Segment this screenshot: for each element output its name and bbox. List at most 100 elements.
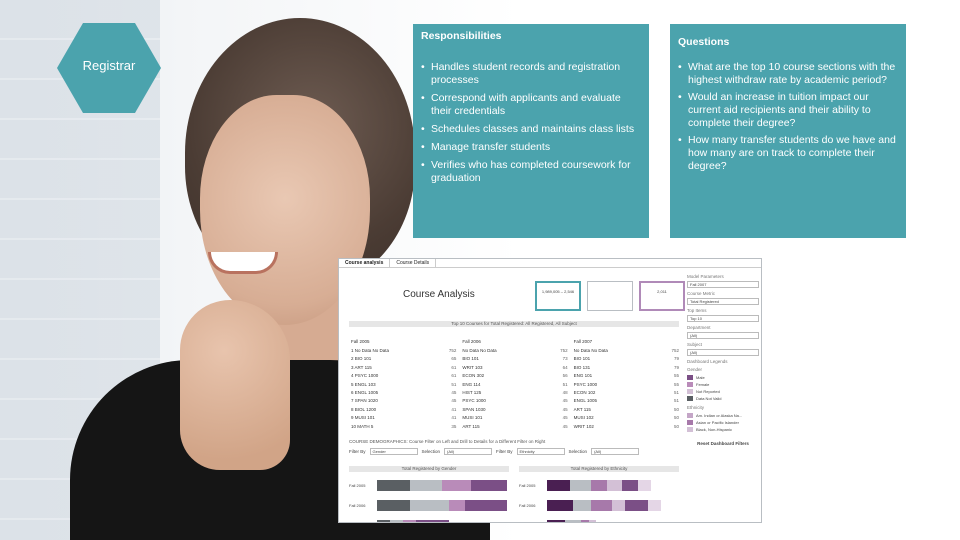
legend-item[interactable]: Male bbox=[687, 374, 759, 381]
subject-select[interactable]: (All) bbox=[687, 349, 759, 356]
bar-segment[interactable] bbox=[416, 519, 449, 522]
smile-shape bbox=[208, 252, 278, 274]
bar-segment[interactable] bbox=[648, 499, 662, 511]
legend-item[interactable]: Asian or Pacific Islander bbox=[687, 419, 759, 426]
legend-item[interactable]: Am. Indian or Alaska Na... bbox=[687, 412, 759, 419]
table-row[interactable]: BIO 101 79 bbox=[574, 355, 679, 363]
stacked-bar[interactable] bbox=[547, 499, 662, 511]
filter-by-ethnicity-select[interactable]: Ethnicity bbox=[516, 448, 565, 455]
tab-course-analysis[interactable]: Course analysis bbox=[339, 259, 391, 267]
table-row[interactable]: 2 BIO 101 65 bbox=[351, 355, 456, 363]
bar-segment[interactable] bbox=[570, 479, 592, 491]
bar-segment[interactable] bbox=[606, 479, 623, 491]
list-item: Would an increase in tuition impact our … bbox=[678, 91, 898, 130]
bar-segment[interactable] bbox=[547, 479, 571, 491]
filters-caption: COURSE DEMOGRAPHICS: Course Filter on Le… bbox=[349, 439, 546, 444]
table-row[interactable]: ART 115 45 bbox=[462, 423, 567, 431]
kpi-card[interactable]: 2,011 bbox=[639, 281, 685, 311]
bar-segment[interactable] bbox=[409, 499, 449, 511]
legend-item[interactable]: Black, Non-Hispanic bbox=[687, 426, 759, 433]
bar-segment[interactable] bbox=[591, 499, 612, 511]
table-row[interactable]: ART 115 50 bbox=[574, 406, 679, 414]
table-row[interactable]: 3 ART 115 61 bbox=[351, 364, 456, 372]
kpi-card[interactable] bbox=[587, 281, 633, 311]
bar-segment[interactable] bbox=[448, 499, 466, 511]
chart-row: Fall 2006 bbox=[349, 495, 509, 515]
legend-label: Am. Indian or Alaska Na... bbox=[696, 413, 743, 418]
bar-segment[interactable] bbox=[622, 479, 638, 491]
bar-segment[interactable] bbox=[591, 479, 607, 491]
table-row[interactable]: MUSI 102 50 bbox=[574, 414, 679, 422]
table-row[interactable]: No Data No Data 752 bbox=[462, 347, 567, 355]
bar-segment[interactable] bbox=[465, 499, 507, 511]
table-row[interactable]: ECON 302 56 bbox=[462, 372, 567, 380]
table-row[interactable]: 9 MUSI 101 41 bbox=[351, 414, 456, 422]
bar-segment[interactable] bbox=[390, 519, 403, 522]
table-row[interactable]: ENGL 1005 51 bbox=[574, 397, 679, 405]
legend-label: Not Reported bbox=[696, 389, 720, 394]
bar-segment[interactable] bbox=[547, 519, 566, 522]
table-row[interactable]: 5 ENGL 103 51 bbox=[351, 381, 456, 389]
table-row[interactable]: HIST 125 48 bbox=[462, 389, 567, 397]
tab-course-details[interactable]: Course Details bbox=[390, 259, 437, 267]
table-row[interactable]: WRIT 103 64 bbox=[462, 364, 567, 372]
table-row[interactable]: BIO 101 73 bbox=[462, 355, 567, 363]
bar-segment[interactable] bbox=[409, 479, 442, 491]
kpi-strip: 1,989,005 – 2,546 2,011 bbox=[535, 281, 685, 311]
bar-segment[interactable] bbox=[470, 479, 507, 491]
course-name: No Data No Data bbox=[573, 348, 608, 353]
legend-item[interactable]: Female bbox=[687, 381, 759, 388]
stacked-bar[interactable] bbox=[377, 499, 507, 511]
course-count: 48 bbox=[562, 389, 568, 395]
table-row[interactable]: PSYC 1000 55 bbox=[574, 381, 679, 389]
bar-segment[interactable] bbox=[637, 479, 651, 491]
bar-segment[interactable] bbox=[624, 499, 649, 511]
table-row[interactable]: 4 PSYC 1000 61 bbox=[351, 372, 456, 380]
department-select[interactable]: (All) bbox=[687, 332, 759, 339]
table-row[interactable]: ENG 101 55 bbox=[574, 372, 679, 380]
bar-segment[interactable] bbox=[377, 519, 390, 522]
kpi-card[interactable]: 1,989,005 – 2,546 bbox=[535, 281, 581, 311]
bar-segment[interactable] bbox=[611, 499, 625, 511]
course-count: 65 bbox=[451, 356, 457, 362]
bar-segment[interactable] bbox=[442, 479, 471, 491]
ethnicity-selection-select[interactable]: (All) bbox=[591, 448, 640, 455]
reset-filters-button[interactable]: Reset Dashboard Filters bbox=[697, 441, 749, 446]
filter-by-gender-select[interactable]: Gender bbox=[369, 448, 418, 455]
bar-segment[interactable] bbox=[588, 519, 597, 522]
course-name: HIST 125 bbox=[462, 389, 482, 395]
bar-segment[interactable] bbox=[547, 499, 573, 511]
period-select[interactable]: Fall 2007 bbox=[687, 281, 759, 288]
bar-segment[interactable] bbox=[565, 519, 581, 522]
table-row[interactable]: 6 ENGL 1005 45 bbox=[351, 389, 456, 397]
stacked-bar[interactable] bbox=[547, 519, 597, 522]
table-row[interactable]: 7 SPAN 1020 45 bbox=[351, 397, 456, 405]
course-count: 45 bbox=[562, 423, 568, 429]
bar-segment[interactable] bbox=[377, 499, 410, 511]
bar-segment[interactable] bbox=[403, 519, 416, 522]
table-row[interactable]: MUSI 101 45 bbox=[462, 414, 567, 422]
table-row[interactable]: 10 MATH 5 35 bbox=[351, 423, 456, 431]
stacked-bar[interactable] bbox=[547, 479, 651, 491]
bar-segment[interactable] bbox=[580, 519, 589, 522]
table-row[interactable]: 8 BIOL 1200 41 bbox=[351, 406, 456, 414]
stacked-bar[interactable] bbox=[377, 519, 449, 522]
legend-item[interactable]: Not Reported bbox=[687, 388, 759, 395]
table-row[interactable]: WRIT 102 50 bbox=[574, 423, 679, 431]
table-row[interactable]: 1 No Data No Data 752 bbox=[351, 347, 456, 355]
dashboard-tabs: Course analysis Course Details bbox=[339, 259, 761, 268]
table-row[interactable]: PSYC 1000 45 bbox=[462, 397, 567, 405]
course-count: 50 bbox=[673, 423, 679, 429]
course-metric-select[interactable]: Total Registered bbox=[687, 298, 759, 305]
table-row[interactable]: SPAN 1030 45 bbox=[462, 406, 567, 414]
table-row[interactable]: ECON 102 51 bbox=[574, 389, 679, 397]
stacked-bar[interactable] bbox=[377, 479, 507, 491]
table-row[interactable]: ENG 114 51 bbox=[462, 381, 567, 389]
gender-selection-select[interactable]: (All) bbox=[444, 448, 493, 455]
table-row[interactable]: No Data No Data 752 bbox=[574, 347, 679, 355]
bar-segment[interactable] bbox=[377, 479, 410, 491]
legend-item[interactable]: Data Not Valid bbox=[687, 395, 759, 402]
table-row[interactable]: BIO 131 79 bbox=[574, 364, 679, 372]
top-items-select[interactable]: Top 10 bbox=[687, 315, 759, 322]
bar-segment[interactable] bbox=[573, 499, 592, 511]
